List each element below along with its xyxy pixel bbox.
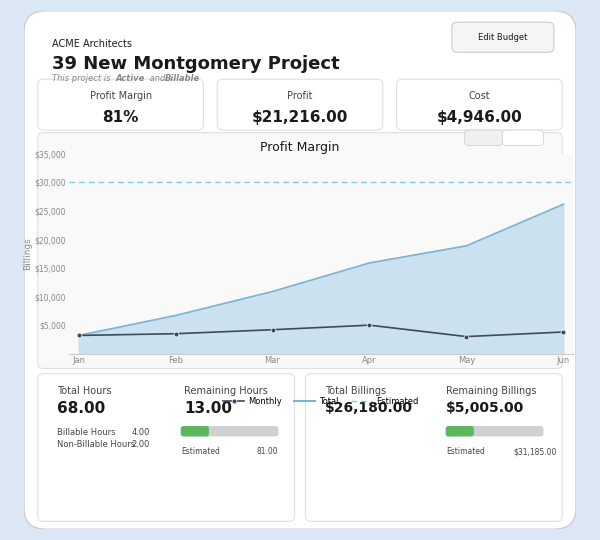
FancyBboxPatch shape: [38, 79, 203, 130]
FancyBboxPatch shape: [503, 130, 544, 146]
Text: Billable: Billable: [166, 74, 200, 83]
Text: Total Billings: Total Billings: [325, 386, 386, 396]
Text: Profit Margin: Profit Margin: [260, 141, 340, 154]
Text: 2.00: 2.00: [131, 440, 150, 449]
Text: $26,180.00: $26,180.00: [325, 401, 413, 415]
FancyBboxPatch shape: [217, 79, 383, 130]
Legend: Monthly, Total, Estimated: Monthly, Total, Estimated: [220, 394, 422, 409]
Text: 13.00: 13.00: [184, 401, 232, 416]
Text: Profit: Profit: [287, 91, 313, 101]
FancyBboxPatch shape: [446, 426, 474, 436]
Text: Estimated: Estimated: [181, 447, 220, 456]
Text: Total Hours: Total Hours: [57, 386, 112, 396]
Text: Remaining Billings: Remaining Billings: [446, 386, 537, 396]
Text: Estimated: Estimated: [446, 447, 485, 456]
Text: 81.00: 81.00: [256, 447, 278, 456]
FancyBboxPatch shape: [446, 426, 544, 436]
FancyBboxPatch shape: [38, 374, 295, 522]
Text: Billable Hours: Billable Hours: [57, 428, 116, 437]
FancyBboxPatch shape: [38, 133, 562, 368]
Text: Profit Margin: Profit Margin: [89, 91, 152, 101]
FancyBboxPatch shape: [464, 130, 503, 146]
Text: Billings: Billings: [509, 133, 537, 143]
Text: Active: Active: [115, 74, 145, 83]
FancyBboxPatch shape: [181, 426, 209, 436]
Text: $4,946.00: $4,946.00: [437, 110, 522, 125]
FancyBboxPatch shape: [305, 374, 562, 522]
Text: and: and: [147, 74, 168, 83]
Text: Hours: Hours: [473, 133, 495, 143]
FancyBboxPatch shape: [397, 79, 562, 130]
Text: Non-Billable Hours: Non-Billable Hours: [57, 440, 135, 449]
Text: 81%: 81%: [103, 110, 139, 125]
Y-axis label: Billings: Billings: [23, 238, 32, 270]
Text: $5,005.00: $5,005.00: [446, 401, 524, 415]
Text: 4.00: 4.00: [131, 428, 150, 437]
FancyBboxPatch shape: [452, 22, 554, 52]
FancyBboxPatch shape: [24, 11, 576, 529]
Text: 39 New Montgomery Project: 39 New Montgomery Project: [52, 55, 339, 73]
Text: This project is: This project is: [52, 74, 113, 83]
Text: Edit Budget: Edit Budget: [478, 33, 528, 42]
Text: 68.00: 68.00: [57, 401, 106, 416]
Text: Cost: Cost: [469, 91, 490, 101]
Text: $21,216.00: $21,216.00: [252, 110, 348, 125]
Text: ACME Architects: ACME Architects: [52, 39, 131, 49]
Text: Remaining Hours: Remaining Hours: [184, 386, 268, 396]
FancyBboxPatch shape: [181, 426, 278, 436]
Text: $31,185.00: $31,185.00: [514, 447, 557, 456]
